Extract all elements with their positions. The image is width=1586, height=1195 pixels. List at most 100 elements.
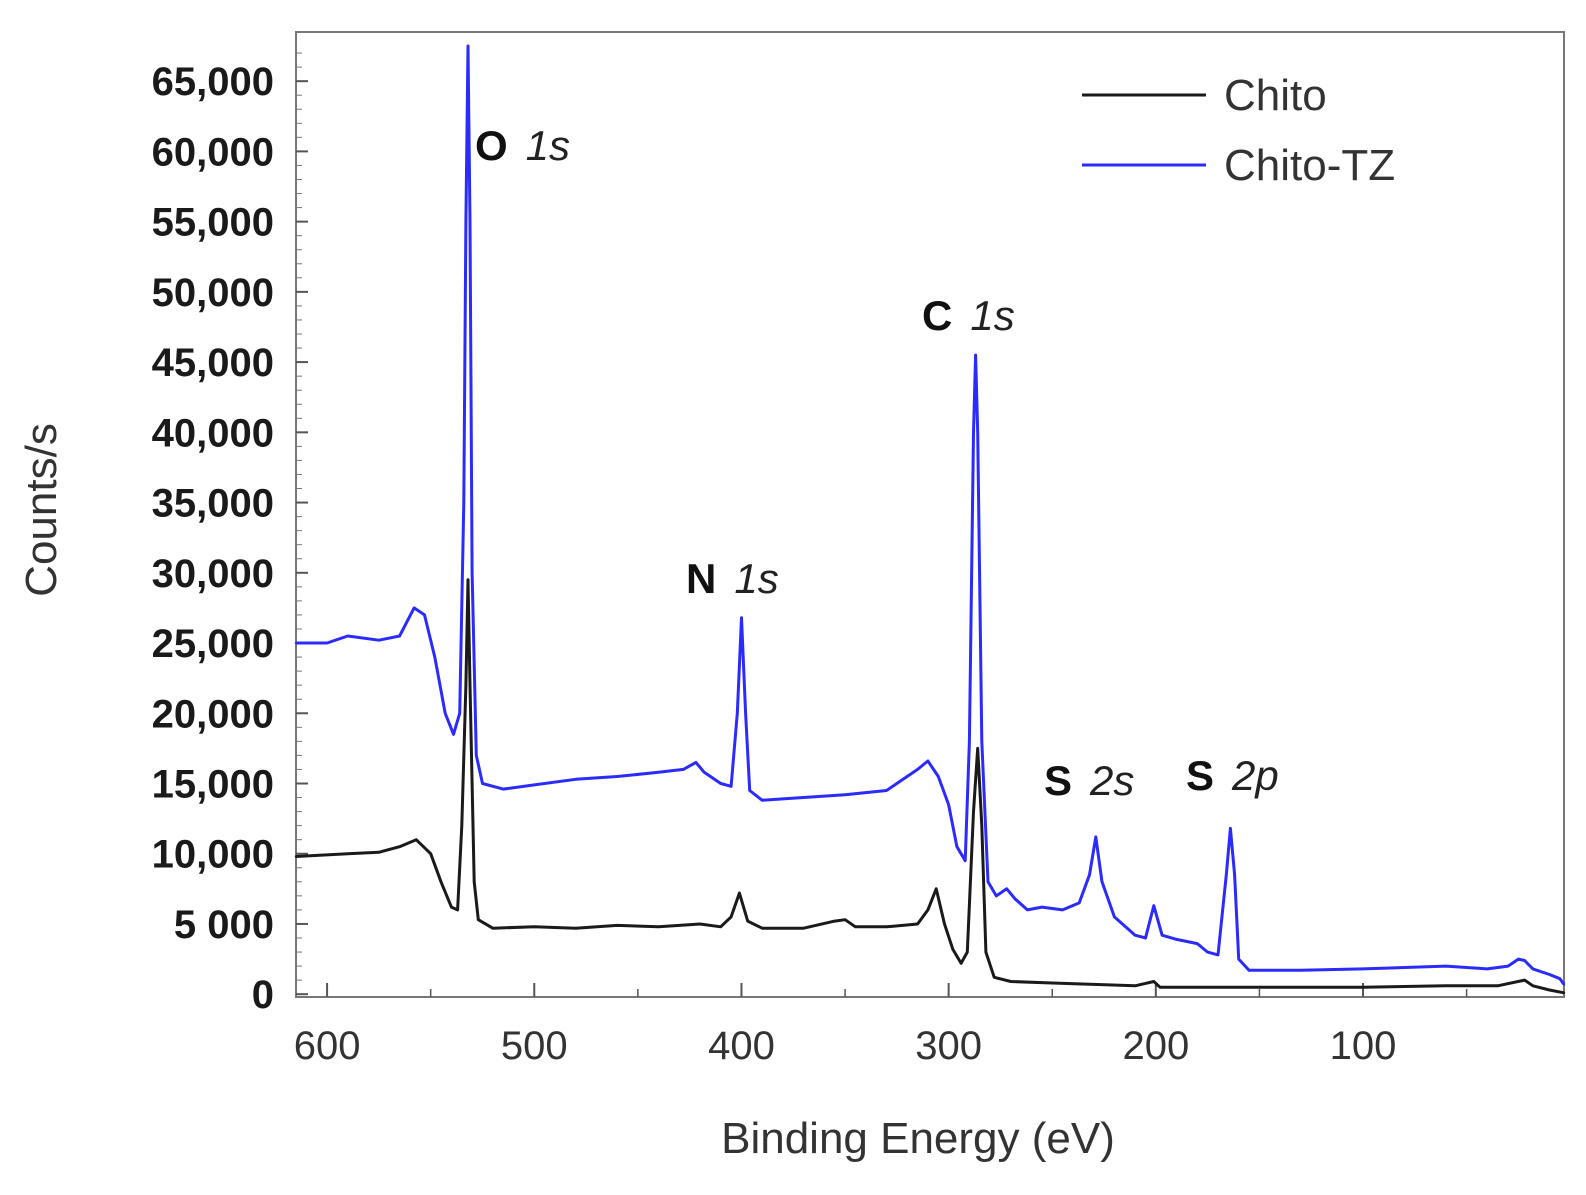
data-point-chito-tz-59: [1133, 934, 1137, 937]
data-point-chito-tz-8: [444, 712, 447, 715]
peak-element: C: [922, 292, 952, 339]
data-point-chito-12: [468, 684, 472, 687]
data-point-chito-tz-20: [574, 778, 577, 781]
data-point-chito-23: [738, 891, 741, 895]
y-tick-label-5000: 5 000: [174, 903, 274, 947]
peak-element: N: [686, 555, 716, 602]
data-point-chito-tz-83: [1562, 983, 1566, 986]
data-point-chito-tz-56: [1094, 835, 1098, 839]
data-point-chito-48: [1158, 986, 1162, 989]
data-point-chito-54: [1496, 984, 1499, 987]
data-point-chito-tz-5: [412, 606, 416, 610]
peak-element: O: [475, 122, 508, 169]
data-point-chito-tz-49: [1005, 887, 1008, 890]
data-point-chito-52: [1361, 986, 1365, 989]
data-point-chito-10: [464, 684, 468, 687]
data-point-chito-37: [966, 950, 969, 954]
data-point-chito-tz-40: [955, 845, 959, 848]
data-point-chito-42: [993, 976, 996, 979]
data-point-chito-tz-80: [1531, 967, 1535, 971]
data-point-chito-13: [473, 880, 476, 883]
data-point-chito-53: [1444, 984, 1448, 987]
data-point-chito-32: [926, 908, 930, 912]
data-point-chito-31: [916, 922, 919, 926]
data-point-chito-tz-55: [1088, 873, 1091, 876]
x-tick-label-200: 200: [1122, 1024, 1189, 1068]
data-point-chito-tz-14: [468, 220, 472, 223]
data-point-chito-46: [1133, 984, 1137, 987]
data-point-chito-tz-74: [1403, 966, 1406, 969]
legend-label-chito-tz: Chito-TZ: [1224, 141, 1395, 190]
data-point-chito-tz-29: [740, 616, 743, 619]
plot-area: 600 500 400 300 200 100 0 5 000 10,000 15,000 20,…: [152, 31, 1566, 1068]
data-point-chito-tz-34: [843, 793, 847, 796]
legend-label-chito: Chito: [1224, 71, 1327, 120]
data-point-chito-tz-43: [972, 431, 975, 434]
data-point-chito-tz-78: [1517, 957, 1520, 961]
data-point-chito-19: [657, 925, 660, 928]
data-point-chito-tz-30: [744, 712, 747, 715]
peak-label-s-2p: S 2p: [1186, 752, 1279, 799]
data-point-chito-tz-82: [1558, 977, 1562, 980]
data-point-chito-tz-73: [1361, 967, 1365, 971]
data-point-chito-tz-44: [974, 353, 977, 357]
data-point-chito-4: [415, 838, 418, 841]
data-point-chito-tz-21: [615, 775, 619, 778]
y-minor-ticks: [296, 52, 302, 981]
y-tick-label-35000: 35,000: [152, 482, 274, 526]
data-point-chito-tz-46: [980, 740, 983, 743]
data-point-chito-36: [959, 962, 963, 965]
data-point-chito-6: [439, 880, 443, 883]
data-point-chito-25: [761, 927, 764, 930]
data-point-chito-tz-24: [694, 761, 698, 764]
data-point-chito-55: [1523, 978, 1526, 982]
data-point-chito-11: [466, 578, 470, 581]
x-axis-ticks: 600 500 400 300 200 100: [294, 983, 1468, 1068]
data-point-chito-7: [450, 905, 453, 909]
data-point-chito-18: [615, 924, 619, 927]
data-point-chito-tz-61: [1152, 904, 1156, 907]
data-point-chito-50: [1237, 986, 1240, 989]
y-tick-label-20000: 20,000: [152, 692, 274, 736]
data-point-chito-tz-19: [533, 783, 536, 787]
data-point-chito-tz-35: [885, 789, 888, 792]
data-point-chito-tz-10: [458, 712, 461, 715]
data-point-chito-tz-39: [947, 803, 950, 806]
data-point-chito-1: [346, 852, 349, 855]
data-point-chito-tz-3: [377, 639, 381, 642]
y-tick-label-45000: 45,000: [152, 341, 274, 385]
plot-frame: [295, 31, 1565, 998]
y-tick-label-15000: 15,000: [152, 762, 274, 806]
data-point-chito-9: [460, 824, 463, 827]
data-point-chito-29: [854, 925, 857, 928]
data-point-chito-51: [1279, 986, 1282, 989]
peak-label-s-2s: S 2s: [1044, 757, 1134, 804]
data-point-chito-tz-54: [1078, 901, 1081, 905]
series-line-chito-tz: [296, 44, 1566, 986]
data-point-chito-35: [951, 948, 954, 951]
data-point-chito-tz-33: [802, 796, 805, 799]
y-tick-label-65000: 65,000: [152, 60, 274, 104]
x-tick-label-400: 400: [708, 1024, 775, 1068]
data-point-chito-16: [533, 925, 536, 928]
data-point-chito-tz-66: [1216, 953, 1220, 957]
data-point-chito-tz-16: [475, 754, 478, 757]
data-point-chito-47: [1152, 980, 1156, 983]
data-point-chito-tz-23: [682, 768, 685, 771]
data-point-chito-56: [1531, 984, 1535, 987]
data-point-chito-tz-57: [1100, 880, 1104, 883]
peak-orbital: 2s: [1089, 757, 1134, 804]
data-point-chito-21: [719, 925, 722, 928]
y-tick-label-30000: 30,000: [152, 552, 274, 596]
data-point-chito-tz-15: [470, 571, 474, 574]
x-axis-title: Binding Energy (eV): [721, 1114, 1115, 1163]
data-point-chito-58: [1562, 991, 1566, 994]
data-point-chito-tz-68: [1229, 827, 1232, 830]
y-axis-ticks: 0 5 000 10,000 15,000 20,000 25,000 30,000 35,0…: [152, 60, 308, 1017]
data-point-chito-15: [491, 927, 494, 930]
data-point-chito-tz-45: [976, 431, 979, 434]
data-point-chito-tz-36: [916, 768, 919, 771]
data-point-chito-tz-37: [926, 759, 930, 763]
data-point-chito-24: [746, 919, 749, 923]
